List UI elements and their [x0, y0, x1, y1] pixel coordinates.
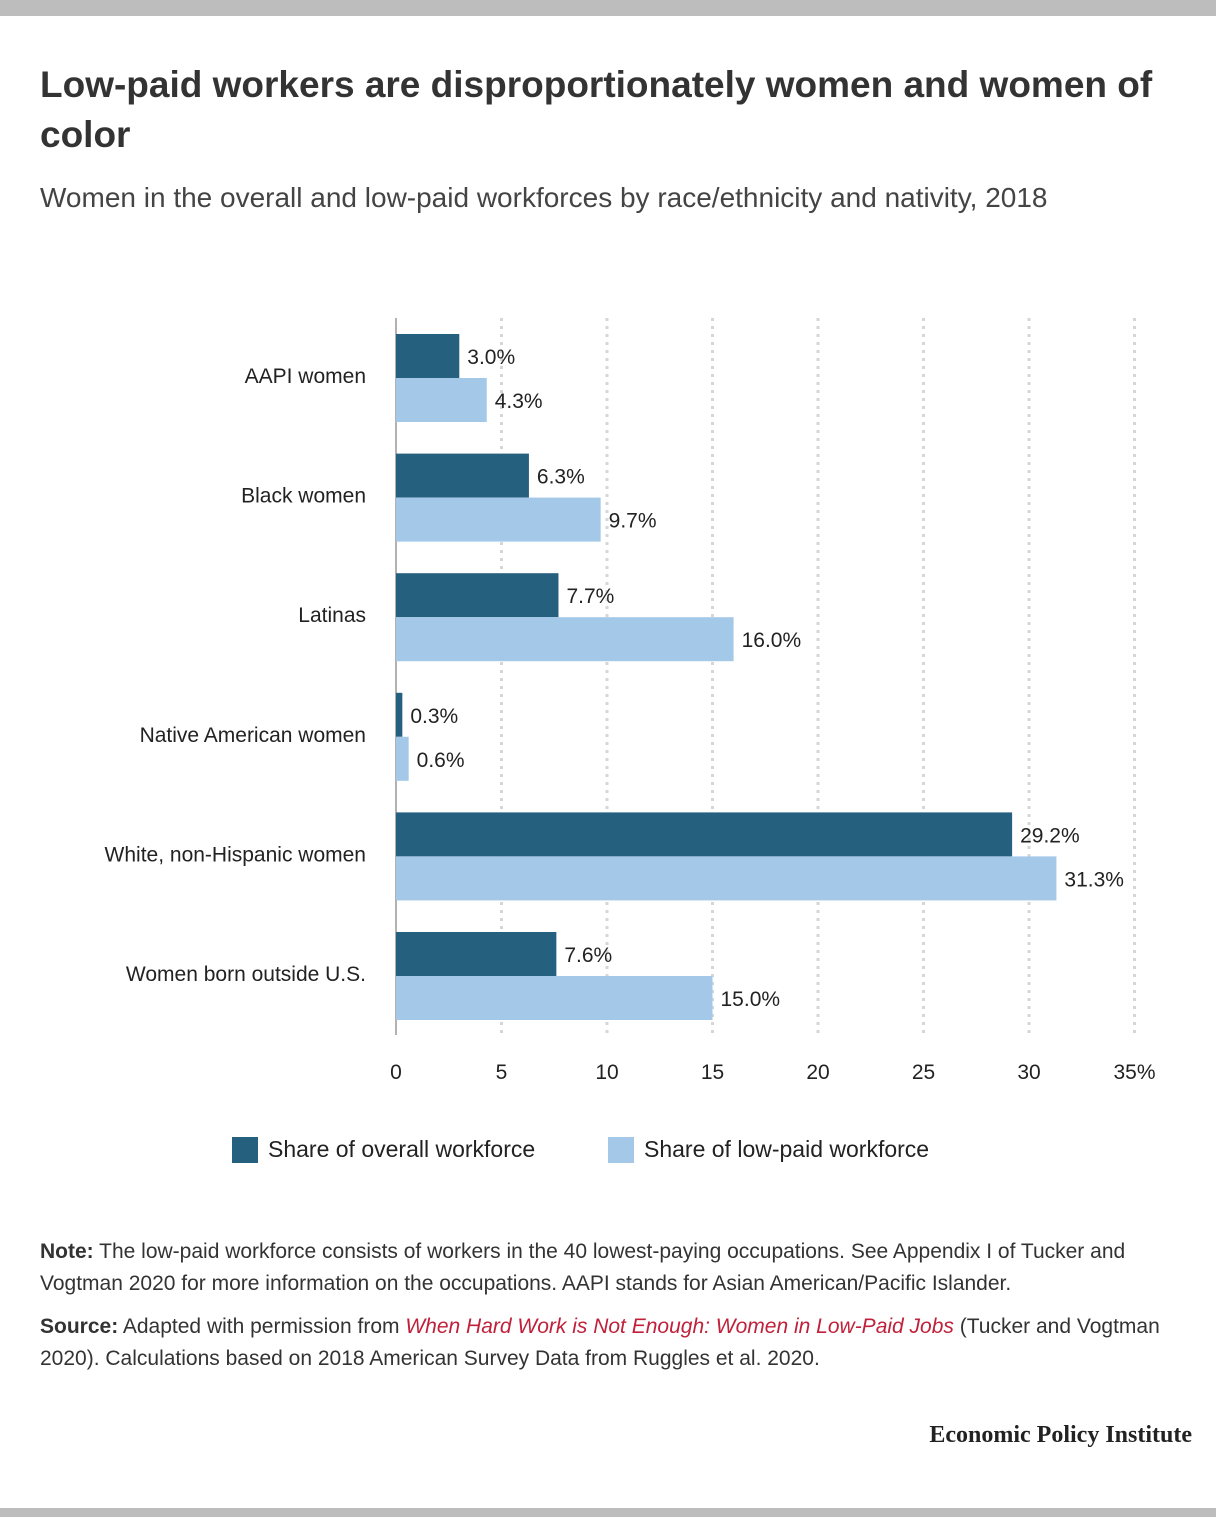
x-tick-label: 10: [595, 1061, 618, 1084]
source-link[interactable]: When Hard Work is Not Enough: Women in L…: [405, 1315, 954, 1338]
data-label-lowpaid: 4.3%: [495, 390, 543, 413]
bar-overall: [396, 692, 403, 737]
x-tick-label: 15: [701, 1061, 724, 1084]
chart-title: Low-paid workers are disproportionately …: [40, 64, 1153, 155]
data-label-overall: 7.6%: [564, 944, 612, 967]
legend-swatch-lowpaid: [608, 1136, 634, 1163]
legend-label-lowpaid: Share of low-paid workforce: [644, 1136, 930, 1162]
chart-legend: Share of overall workforce Share of low-…: [0, 1136, 1216, 1172]
data-label-lowpaid: 9.7%: [609, 510, 657, 533]
data-label-lowpaid: 15.0%: [721, 988, 781, 1011]
x-tick-label: 0: [390, 1061, 402, 1084]
top-border: [0, 0, 1216, 16]
bar-overall: [396, 573, 559, 618]
x-tick-label: 20: [806, 1061, 829, 1084]
bar-overall: [396, 812, 1013, 857]
bar-overall: [396, 453, 529, 498]
legend-item-overall: Share of overall workforce: [232, 1136, 535, 1163]
data-label-overall: 29.2%: [1020, 824, 1080, 847]
category-label: Latinas: [298, 604, 366, 627]
data-label-overall: 6.3%: [537, 466, 585, 489]
x-tick-label: 25: [912, 1061, 935, 1084]
bar-lowpaid: [396, 617, 734, 662]
brand-logo: Economic Policy Institute: [929, 1422, 1192, 1448]
bar-chart: 0 5 10 15 20 25 30 35% AAPI women 3.0% 4.3% Black w…: [105, 318, 1156, 1084]
source-paragraph: Source: Adapted with permission from Whe…: [40, 1311, 1180, 1374]
data-label-lowpaid: 31.3%: [1064, 868, 1124, 891]
bar-lowpaid: [396, 378, 487, 422]
note-label: Note:: [40, 1240, 94, 1263]
data-label-lowpaid: 16.0%: [742, 629, 802, 652]
source-suffix: (Tucker and Vogtman 2020). Calculations …: [40, 1315, 1160, 1370]
bar-lowpaid: [396, 497, 601, 542]
bar-lowpaid: [396, 736, 409, 781]
bar-lowpaid: [396, 976, 713, 1020]
note-text: The low-paid workforce consists of worke…: [40, 1240, 1126, 1295]
source-label: Source:: [40, 1315, 119, 1338]
source-prefix: Adapted with permission from: [122, 1315, 400, 1338]
data-label-overall: 7.7%: [566, 585, 614, 608]
legend-swatch-overall: [232, 1136, 258, 1163]
category-label: Native American women: [140, 724, 366, 747]
note-paragraph: Note: The low-paid workforce consists of…: [40, 1236, 1180, 1299]
legend-label-overall: Share of overall workforce: [268, 1136, 536, 1162]
category-label: Black women: [241, 485, 366, 508]
bottom-border: [0, 1508, 1216, 1517]
x-tick-label: 30: [1017, 1061, 1040, 1084]
bar-overall: [396, 932, 557, 976]
category-label: White, non-Hispanic women: [105, 843, 366, 866]
category-label: AAPI women: [245, 365, 366, 388]
x-tick-label: 5: [496, 1061, 508, 1084]
data-label-overall: 0.3%: [410, 705, 458, 728]
bar-overall: [396, 334, 460, 378]
data-label-lowpaid: 0.6%: [417, 749, 465, 772]
chart-subtitle: Women in the overall and low-paid workfo…: [40, 182, 1048, 213]
legend-item-lowpaid: Share of low-paid workforce: [608, 1136, 929, 1163]
data-label-overall: 3.0%: [467, 346, 515, 369]
category-label: Women born outside U.S.: [126, 963, 366, 986]
x-tick-label: 35%: [1113, 1061, 1155, 1084]
bar-lowpaid: [396, 856, 1057, 901]
chart-notes: Note: The low-paid workforce consists of…: [40, 1236, 1180, 1386]
